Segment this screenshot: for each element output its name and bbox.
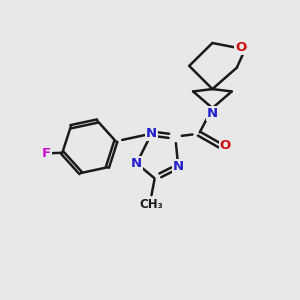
Text: N: N [146,127,157,140]
Text: N: N [131,157,142,170]
Text: O: O [220,139,231,152]
Text: CH₃: CH₃ [140,198,164,211]
Text: O: O [235,41,246,54]
Text: F: F [41,147,50,160]
Text: N: N [207,107,218,120]
Text: N: N [173,160,184,173]
